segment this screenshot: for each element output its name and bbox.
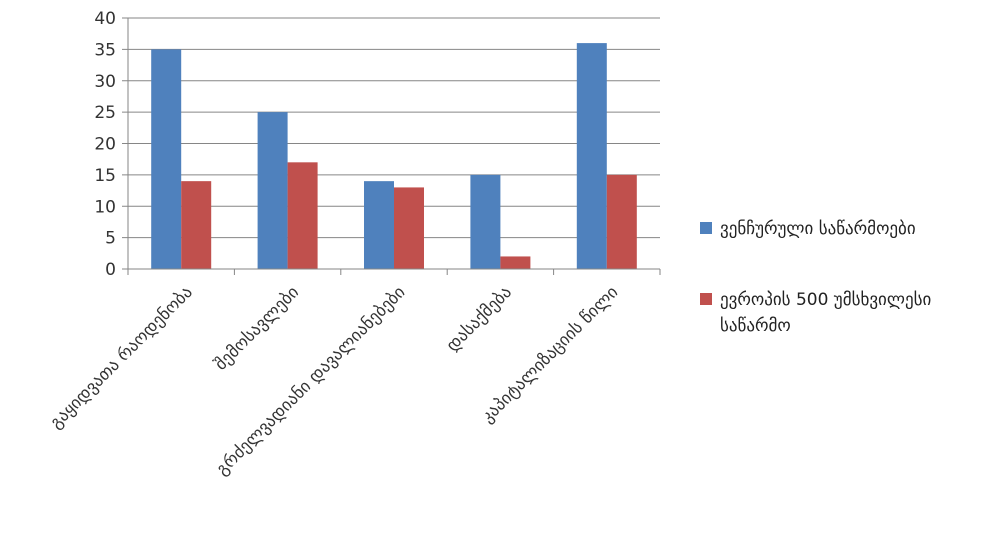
legend: ვენჩურული საწარმოები ევროპის 500 უმსხვილე… (700, 219, 931, 336)
legend-swatch (700, 293, 712, 305)
bar-series-1-category-4 (470, 174, 501, 269)
y-tick-label: 5 (105, 229, 116, 249)
x-category-label: დასაქმება (443, 282, 516, 355)
x-axis-labels: გაყიდვათა რაოდენობა შემოსავლებიგრძელვადია… (46, 282, 622, 479)
bar-series-2-category-1 (181, 181, 212, 269)
bar-series-1-category-5 (576, 43, 607, 269)
y-tick-label: 35 (94, 40, 116, 60)
bar-series-1-category-1 (151, 49, 182, 269)
y-axis-ticks: 0 5 10 15 20 25 30 35 40 (94, 9, 128, 280)
x-category-label: გრძელვადიანი დავალიანებები (212, 282, 409, 479)
legend-label: ვენჩურული საწარმოები (720, 219, 916, 239)
legend-label-line: საწარმო (720, 316, 791, 336)
axes (127, 18, 661, 275)
bar-series-2-category-2 (287, 162, 318, 269)
bars (151, 43, 637, 269)
bar-series-1-category-3 (364, 181, 394, 269)
bar-series-2-category-3 (394, 187, 424, 269)
y-tick-label: 20 (94, 135, 116, 155)
y-tick-label: 40 (94, 9, 116, 29)
gridlines (128, 17, 660, 239)
x-category-label: შემოსავლები (211, 282, 303, 374)
legend-label: ევროპის 500 უმსხვილესი საწარმო (720, 290, 931, 336)
legend-swatch (700, 222, 712, 234)
x-category-label: გაყიდვათა რაოდენობა (46, 282, 196, 432)
bar-series-1-category-2 (257, 112, 288, 269)
legend-label-line: ევროპის 500 უმსხვილესი (720, 290, 931, 310)
bar-series-2-category-5 (606, 174, 637, 269)
y-tick-label: 10 (94, 197, 116, 217)
legend-label-line: ვენჩურული საწარმოები (720, 219, 916, 239)
bar-series-2-category-4 (500, 256, 531, 269)
y-tick-label: 25 (94, 103, 116, 123)
y-tick-label: 15 (94, 166, 116, 186)
y-tick-label: 30 (94, 72, 116, 92)
y-tick-label: 0 (105, 260, 116, 280)
